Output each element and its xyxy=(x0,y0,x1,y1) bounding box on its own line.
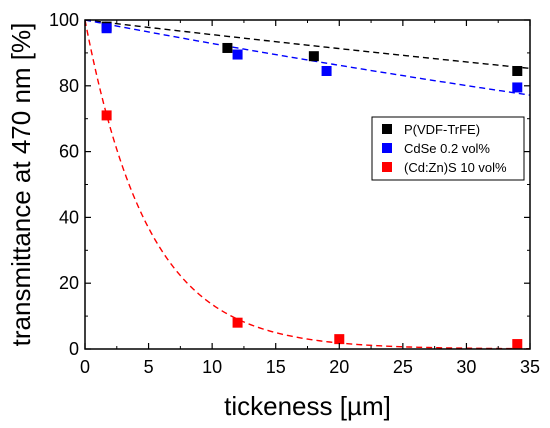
fit-curves xyxy=(85,20,530,349)
data-point xyxy=(101,23,112,34)
x-tick-label: 5 xyxy=(144,357,154,377)
legend-label: CdSe 0.2 vol% xyxy=(404,141,490,156)
y-tick-label: 80 xyxy=(59,76,79,96)
y-tick-label: 0 xyxy=(69,339,79,359)
data-point xyxy=(222,42,233,53)
x-tick-label: 35 xyxy=(520,357,540,377)
axis-ticks: 0 5 10 15 20 25 30 35 0 20 40 60 80 100 xyxy=(49,10,540,377)
data-point xyxy=(321,65,332,76)
y-tick-label: 40 xyxy=(59,207,79,227)
data-point xyxy=(512,339,523,350)
y-axis-title: transmittance at 470 nm [%] xyxy=(6,23,36,347)
data-point xyxy=(512,65,523,76)
x-tick-label: 10 xyxy=(202,357,222,377)
fit-curve xyxy=(85,20,530,349)
legend-box xyxy=(371,116,525,181)
legend-entries: P(VDF-TrFE) CdSe 0.2 vol% (Cd:Zn)S 10 vol% xyxy=(382,122,507,175)
x-tick-label: 0 xyxy=(80,357,90,377)
data-point xyxy=(308,51,319,62)
fit-curve xyxy=(85,20,530,70)
y-tick-label: 60 xyxy=(59,142,79,162)
x-tick-label: 25 xyxy=(393,357,413,377)
data-point xyxy=(232,317,243,328)
data-points xyxy=(101,21,523,350)
x-tick-label: 20 xyxy=(329,357,349,377)
plot-frame xyxy=(84,19,531,350)
legend: P(VDF-TrFE) CdSe 0.2 vol% (Cd:Zn)S 10 vol% xyxy=(371,116,525,181)
data-point xyxy=(334,334,345,345)
data-point xyxy=(512,82,523,93)
legend-marker xyxy=(382,124,392,134)
legend-marker xyxy=(382,143,392,153)
y-tick-label: 20 xyxy=(59,273,79,293)
data-point xyxy=(232,49,243,60)
x-axis-title: tickeness [µm] xyxy=(224,391,391,421)
x-tick-label: 30 xyxy=(456,357,476,377)
legend-label: P(VDF-TrFE) xyxy=(404,122,480,137)
fit-curve xyxy=(85,20,530,96)
legend-marker xyxy=(382,162,392,172)
x-tick-label: 15 xyxy=(266,357,286,377)
legend-label: (Cd:Zn)S 10 vol% xyxy=(404,160,507,175)
data-point xyxy=(101,110,112,121)
y-tick-label: 100 xyxy=(49,10,79,30)
